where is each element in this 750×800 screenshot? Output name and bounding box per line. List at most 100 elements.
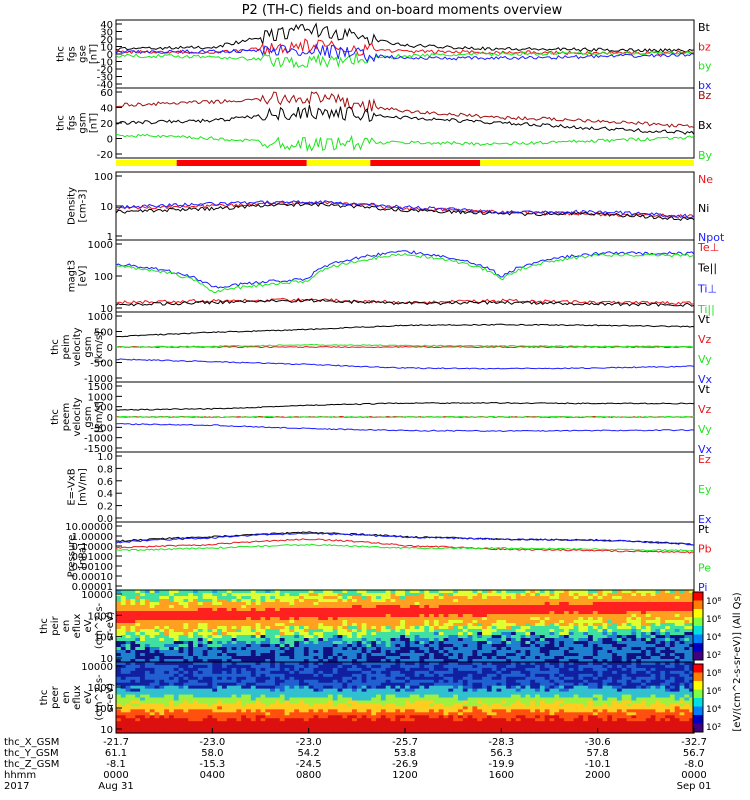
spectrogram-cell xyxy=(274,599,281,603)
spectrogram-cell xyxy=(323,629,329,633)
spectrogram-cell xyxy=(414,691,421,696)
spectrogram-cell xyxy=(246,605,252,609)
spectrogram-cell xyxy=(453,688,459,693)
spectrogram-cell xyxy=(226,685,233,690)
spectrogram-cell xyxy=(164,662,170,666)
spectrogram-cell xyxy=(380,617,387,621)
spectrogram-cell xyxy=(125,593,132,597)
spectrogram-cell xyxy=(462,659,469,663)
spectrogram-cell xyxy=(356,599,363,603)
spectrogram-cell xyxy=(144,730,151,734)
spectrogram-cell xyxy=(149,682,156,687)
spectrogram-cell xyxy=(337,602,343,606)
spectrogram-cell xyxy=(645,629,652,633)
spectrogram-cell xyxy=(337,656,343,660)
spectrogram-cell xyxy=(241,691,247,696)
spectrogram-cell xyxy=(482,632,488,636)
spectrogram-cell xyxy=(173,685,180,690)
spectrogram-cell xyxy=(193,727,199,731)
spectrogram-cell xyxy=(438,685,445,690)
spectrogram-cell xyxy=(260,635,266,639)
spectrogram-cell xyxy=(159,593,165,597)
spectrogram-cell xyxy=(116,620,122,624)
spectrogram-cell xyxy=(424,605,430,609)
spectrogram-cell xyxy=(559,608,565,612)
spectrogram-cell xyxy=(616,626,623,630)
spectrogram-cell xyxy=(679,656,685,660)
spectrogram-cell xyxy=(674,653,681,657)
spectrogram-cell xyxy=(457,605,464,609)
spectrogram-cell xyxy=(173,676,180,681)
spectrogram-cell xyxy=(491,662,498,666)
spectrogram-cell xyxy=(462,715,469,719)
spectrogram-cell xyxy=(573,605,579,609)
spectrogram-cell xyxy=(212,706,218,710)
spectrogram-cell xyxy=(597,635,604,639)
spectrogram-cell xyxy=(380,596,387,600)
spectrogram-cell xyxy=(616,638,623,642)
spectrogram-cell xyxy=(424,647,430,651)
spectrogram-cell xyxy=(140,688,146,693)
spectrogram-cell xyxy=(535,641,541,645)
spectrogram-cell xyxy=(356,644,363,648)
spectrogram-cell xyxy=(303,635,310,639)
spectrogram-cell xyxy=(274,626,281,630)
spectrogram-cell xyxy=(486,617,493,621)
spectrogram-cell xyxy=(327,593,334,597)
spectrogram-cell xyxy=(212,703,218,707)
spectrogram-cell xyxy=(193,659,199,663)
spectrogram-cell xyxy=(477,626,483,630)
spectrogram-cell xyxy=(616,647,623,651)
spectrogram-cell xyxy=(246,653,252,657)
spectrogram-cell xyxy=(303,629,310,633)
spectrogram-cell xyxy=(217,617,223,621)
spectrogram-cell xyxy=(279,602,286,606)
spectrogram-cell xyxy=(260,596,266,600)
spectrogram-cell xyxy=(207,715,213,719)
spectrogram-cell xyxy=(308,620,315,624)
spectrogram-cell xyxy=(477,688,483,693)
spectrogram-cell xyxy=(120,685,127,690)
spectrogram-cell xyxy=(636,635,642,639)
spectrogram-cell xyxy=(178,688,185,693)
spectrogram-cell xyxy=(496,623,502,627)
spectrogram-cell xyxy=(246,709,252,713)
spectrogram-cell xyxy=(260,656,266,660)
spectrogram-cell xyxy=(255,691,262,696)
spectrogram-cell xyxy=(448,626,454,630)
spectrogram-cell xyxy=(289,721,295,725)
spectrogram-cell xyxy=(433,700,440,705)
spectrogram-cell xyxy=(602,611,608,615)
spectrogram-cell xyxy=(140,623,146,627)
spectrogram-cell xyxy=(327,608,334,612)
spectrogram-cell xyxy=(376,650,382,654)
spectrogram-cell xyxy=(183,727,189,731)
spectrogram-cell xyxy=(255,635,262,639)
spectrogram-cell xyxy=(255,614,262,618)
spectrogram-cell xyxy=(193,673,199,678)
spectrogram-cell xyxy=(376,653,382,657)
spectrogram-cell xyxy=(246,593,252,597)
spectrogram-cell xyxy=(352,650,358,654)
spectrogram-cell xyxy=(655,605,661,609)
spectrogram-cell xyxy=(236,712,242,716)
spectrogram-cell xyxy=(361,682,368,687)
spectrogram-cell xyxy=(453,593,459,597)
spectrogram-cell xyxy=(226,706,233,710)
spectrogram-cell xyxy=(183,694,189,699)
legend-entry: Ey xyxy=(698,483,712,496)
spectrogram-cell xyxy=(299,659,305,663)
spectrogram-cell xyxy=(443,709,449,713)
spectrogram-cell xyxy=(265,605,271,609)
spectrogram-cell xyxy=(323,644,329,648)
spectrogram-cell xyxy=(453,641,459,645)
spectrogram-cell xyxy=(327,688,334,693)
spectrogram-cell xyxy=(125,670,132,675)
spectrogram-cell xyxy=(149,614,156,618)
spectrogram-cell xyxy=(592,599,599,603)
spectrogram-cell xyxy=(472,590,478,594)
spectrogram-cell xyxy=(689,596,695,600)
spectrogram-cell xyxy=(549,629,555,633)
spectrogram-cell xyxy=(284,682,290,687)
spectrogram-cell xyxy=(414,730,421,734)
